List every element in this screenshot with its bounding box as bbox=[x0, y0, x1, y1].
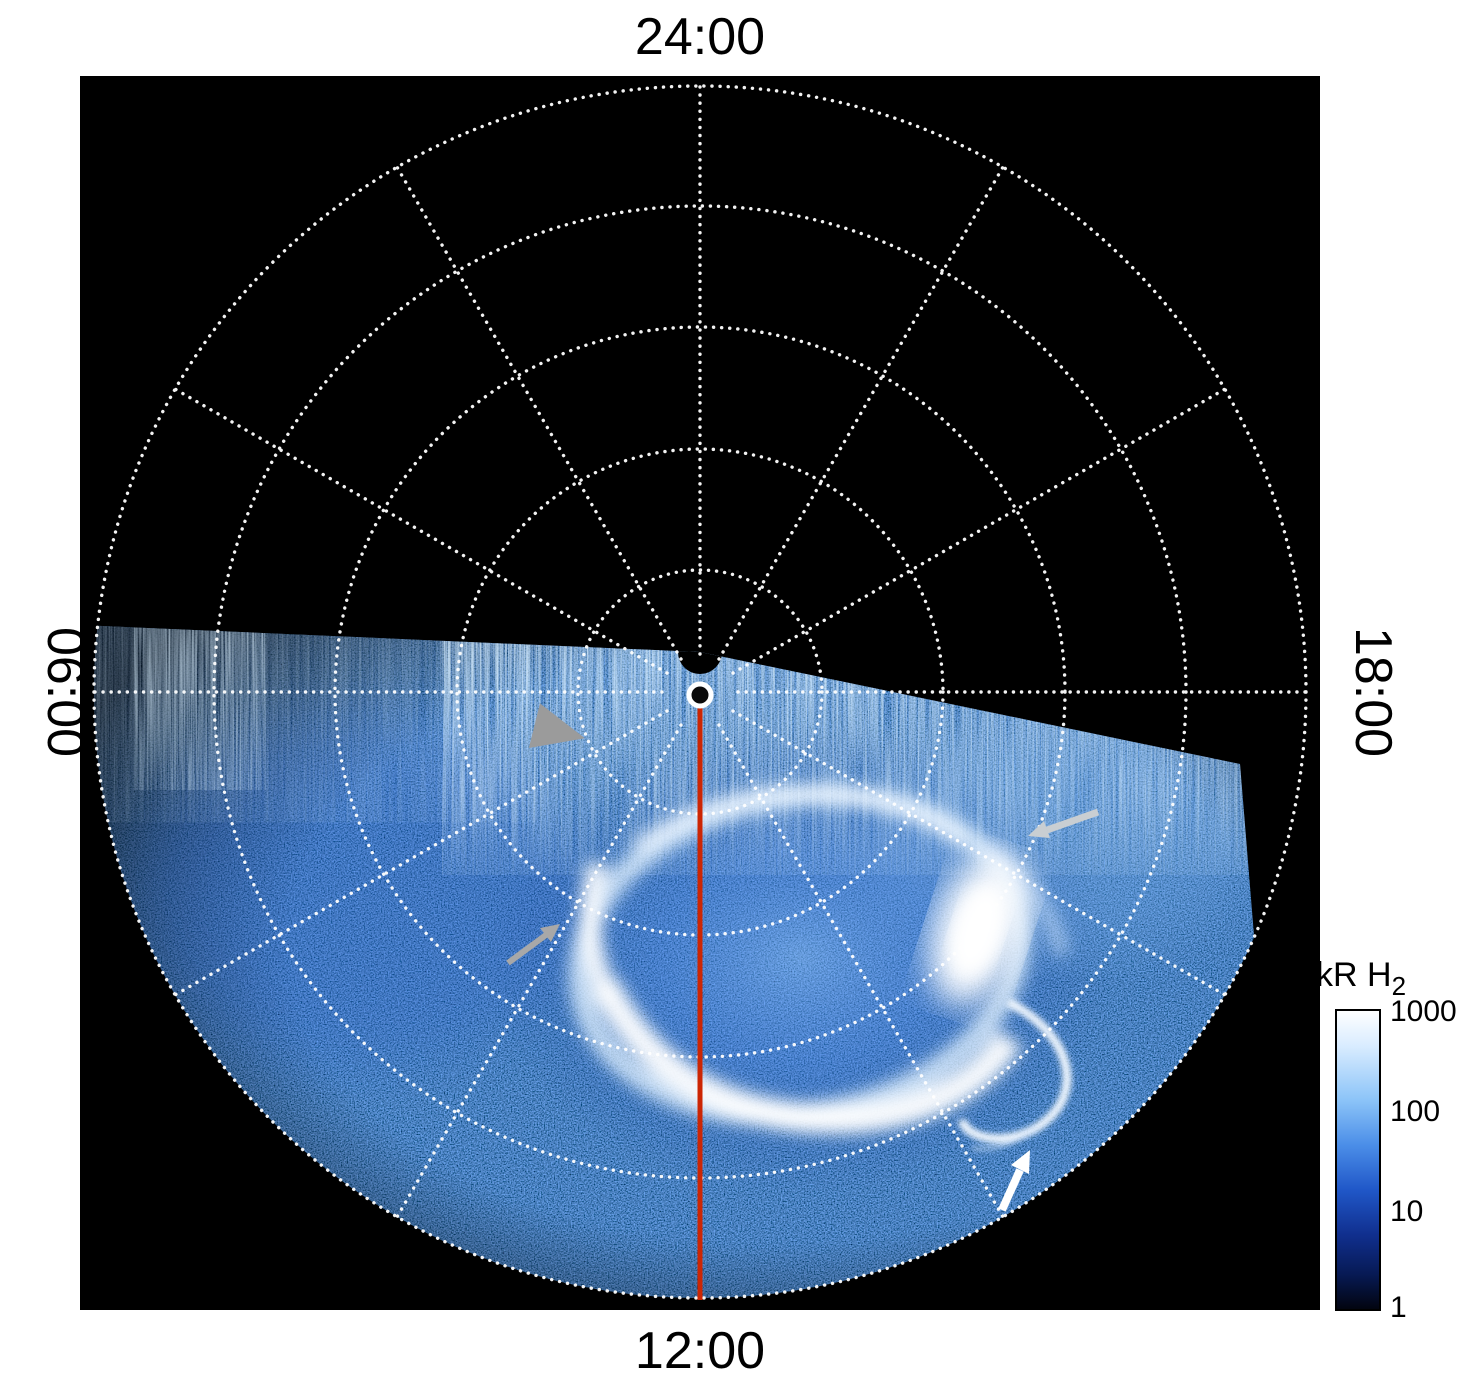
colorbar-tick-100: 100 bbox=[1390, 1095, 1440, 1128]
grid-spoke-0200 bbox=[731, 387, 1227, 675]
colorbar-tick-10: 10 bbox=[1390, 1195, 1423, 1228]
colorbar-title-sub: 2 bbox=[1392, 971, 1406, 1001]
gray-arrow-tail bbox=[506, 932, 548, 966]
light-gray-arrow-tail bbox=[1045, 808, 1100, 834]
oval-bottom-arc bbox=[590, 977, 1023, 1134]
grid-spoke-1100 bbox=[395, 165, 683, 661]
polar-grid bbox=[92, 84, 1308, 1300]
annotation-arrows bbox=[506, 703, 1100, 1212]
colorbar-gradient bbox=[1335, 1009, 1381, 1311]
spiral-arc bbox=[957, 997, 1072, 1144]
colorbar-tick-1000: 1000 bbox=[1390, 995, 1457, 1028]
pole-marker bbox=[686, 681, 714, 709]
gray-arrowhead-icon bbox=[528, 703, 585, 748]
label-bottom-1200: 12:00 bbox=[635, 1322, 765, 1380]
grid-spoke-0100 bbox=[717, 165, 1005, 661]
white-arrow-head bbox=[1011, 1150, 1030, 1174]
grid-ring-1 bbox=[576, 568, 824, 816]
grid-spoke-0500 bbox=[717, 723, 1005, 1219]
grid-ring-3 bbox=[333, 325, 1067, 1059]
label-top-2400: 24:00 bbox=[635, 8, 765, 66]
white-arrow-icon bbox=[998, 1150, 1030, 1212]
grid-spoke-0800 bbox=[173, 709, 669, 997]
grid-spoke-0400 bbox=[731, 709, 1227, 997]
label-right-1800: 18:00 bbox=[1344, 627, 1402, 757]
gray-arrow-icon bbox=[506, 924, 560, 966]
oval-dawn-arc bbox=[579, 861, 620, 1002]
oval-top-arc bbox=[630, 784, 971, 856]
white-arrow-tail bbox=[998, 1168, 1024, 1212]
spiral-tail bbox=[971, 1126, 1038, 1151]
colorbar-tick-1: 1 bbox=[1390, 1291, 1407, 1324]
light-gray-arrow-head bbox=[1028, 821, 1050, 838]
grid-spoke-1000 bbox=[173, 387, 669, 675]
aurora-layer bbox=[94, 624, 1262, 1298]
colorbar-title: kR H2 bbox=[1316, 956, 1406, 1001]
colorbar-title-main: kR H bbox=[1316, 956, 1392, 994]
streak-cluster-far-left bbox=[140, 624, 260, 780]
grid-spoke-0700 bbox=[395, 723, 683, 1219]
label-left-0600: 06:00 bbox=[36, 627, 94, 757]
grid-ring-4 bbox=[212, 204, 1188, 1180]
gray-arrow-head bbox=[540, 924, 560, 942]
colorbar: kR H2 1000 100 10 1 bbox=[1316, 956, 1457, 1324]
light-gray-arrow-icon bbox=[1028, 808, 1100, 838]
spiral-arm bbox=[957, 997, 1072, 1151]
